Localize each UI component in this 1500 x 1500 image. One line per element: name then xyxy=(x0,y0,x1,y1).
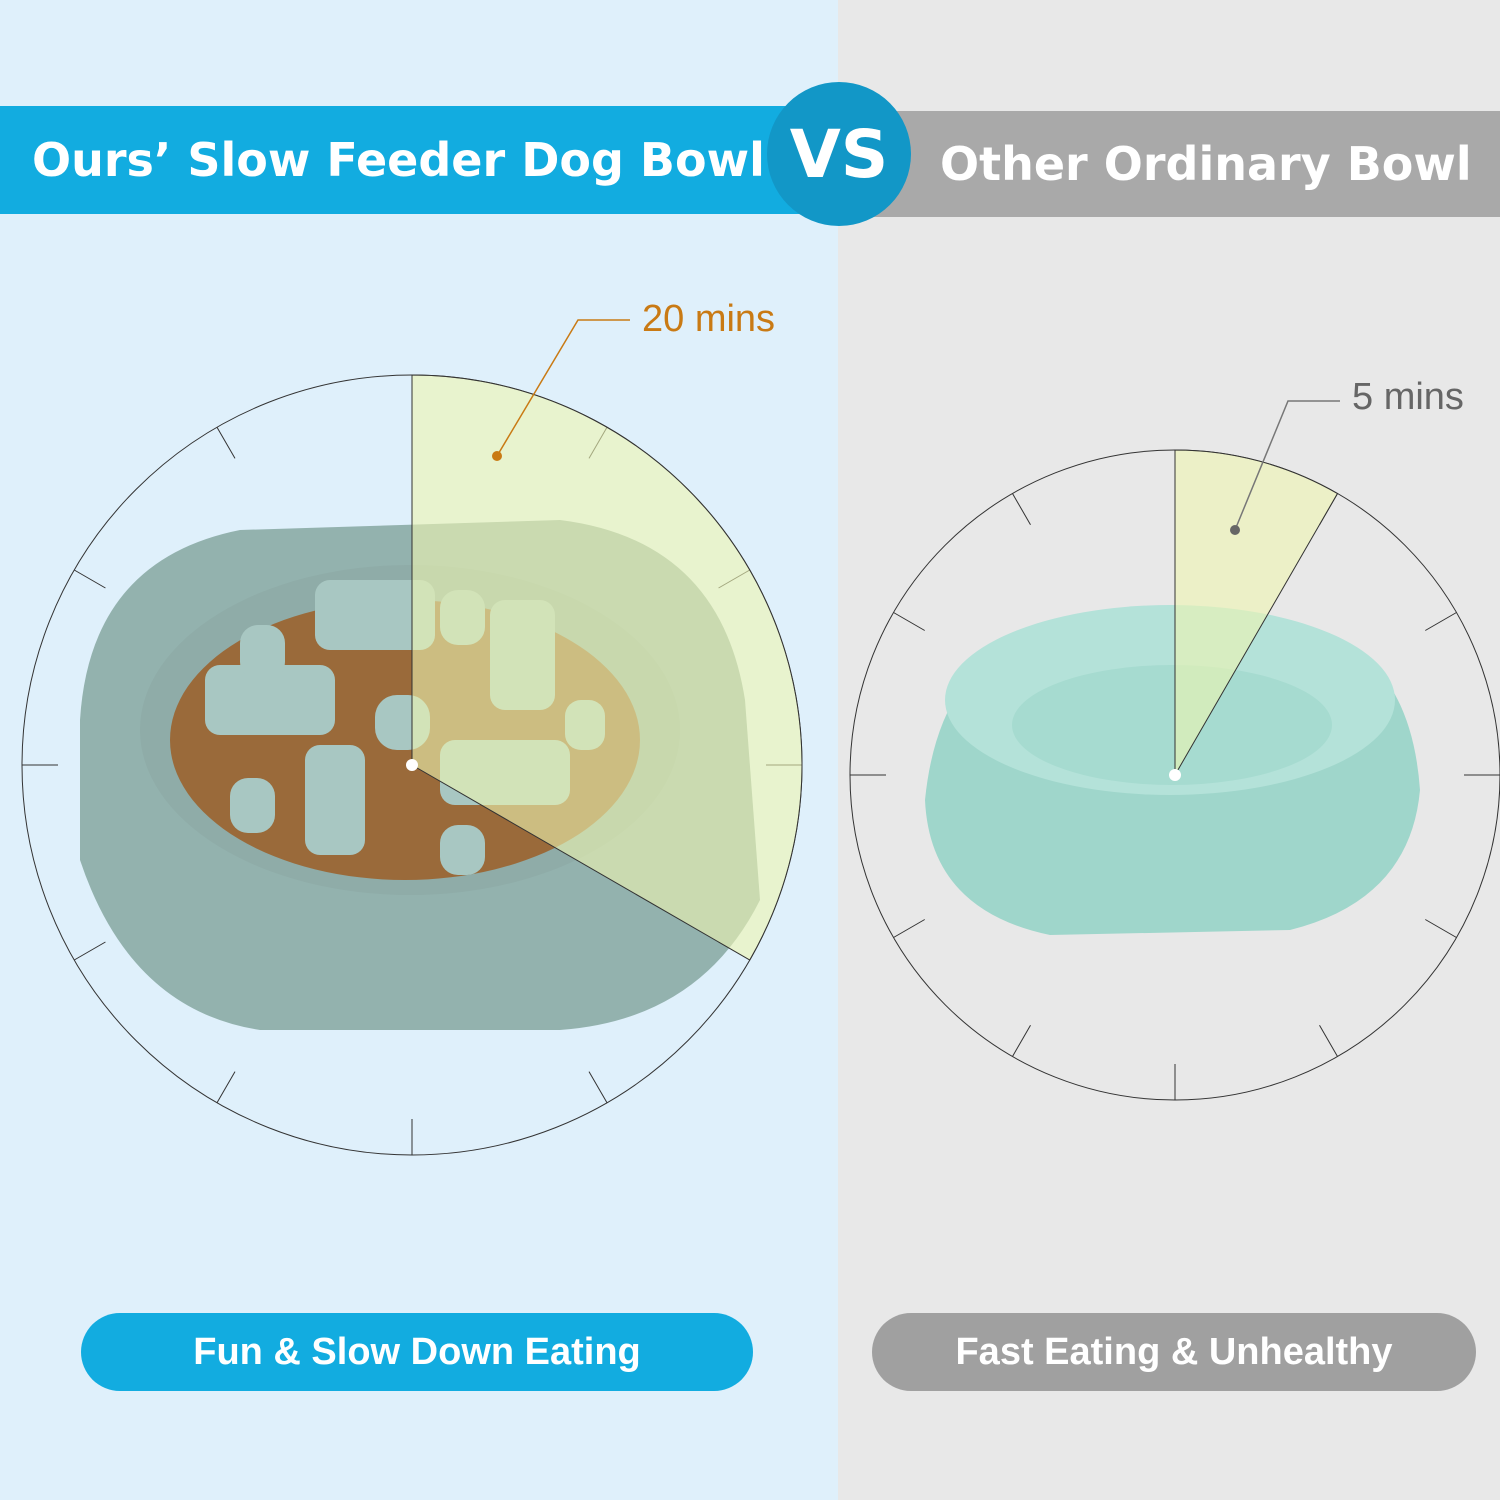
left-leader-line xyxy=(496,319,630,457)
left-dial-tick xyxy=(216,1071,236,1103)
right-title-banner: Other Ordinary Bowl xyxy=(860,111,1500,217)
right-dial-tick xyxy=(893,612,925,631)
right-dial-tick xyxy=(1319,1025,1338,1057)
left-time-label: 20 mins xyxy=(642,298,776,340)
vs-badge: VS xyxy=(767,82,911,226)
right-dial-tick xyxy=(1425,612,1457,631)
right-time-sector xyxy=(1174,449,1339,777)
left-dial-tick xyxy=(216,427,236,459)
left-center-dot xyxy=(406,759,418,771)
left-dial-tick xyxy=(74,569,106,589)
right-leader-dot xyxy=(1230,525,1240,535)
right-dial-tick xyxy=(1425,919,1457,938)
right-leader-line xyxy=(1234,400,1340,531)
left-time-sector xyxy=(411,374,803,961)
right-center-dot xyxy=(1169,769,1181,781)
left-leader-dot xyxy=(492,451,502,461)
right-dial-tick xyxy=(893,919,925,938)
right-dial-tick xyxy=(1012,1025,1031,1057)
right-caption-pill: Fast Eating & Unhealthy xyxy=(872,1313,1476,1391)
right-time-label: 5 mins xyxy=(1352,376,1464,418)
left-dial-tick xyxy=(74,941,106,961)
left-title-banner: Ours’ Slow Feeder Dog Bowl xyxy=(0,106,800,214)
left-caption-pill: Fun & Slow Down Eating xyxy=(81,1313,753,1391)
right-dial-tick xyxy=(1012,493,1031,525)
left-dial-tick xyxy=(588,1071,608,1103)
